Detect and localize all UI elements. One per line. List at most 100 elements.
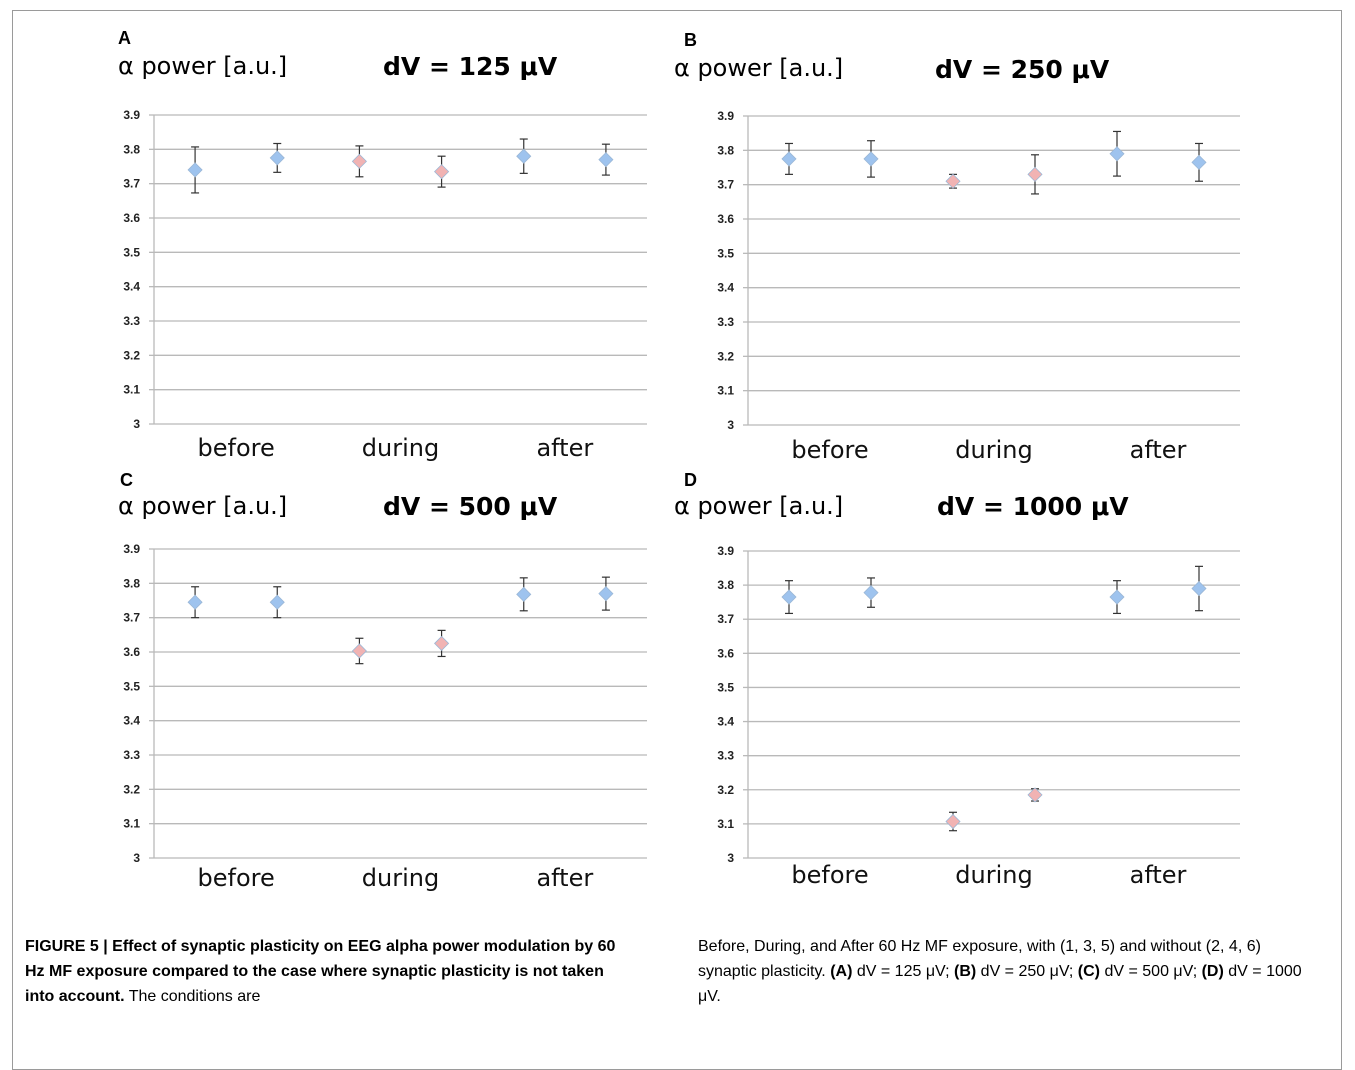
category-label: before: [198, 434, 275, 462]
category-label: during: [362, 864, 439, 892]
data-point: [516, 138, 532, 174]
data-point: [1191, 565, 1207, 612]
diamond-marker: [351, 643, 367, 659]
diamond-marker: [1109, 589, 1125, 605]
data-point: [1027, 154, 1043, 195]
y-tick-label: 3.8: [717, 578, 734, 592]
y-tick-label: 3.4: [717, 281, 734, 295]
data-point: [863, 577, 879, 608]
diamond-marker: [945, 173, 961, 189]
y-tick-label: 3.6: [717, 646, 734, 660]
y-tick-label: 3.9: [123, 542, 140, 556]
panel-title: dV = 500 μV: [383, 492, 558, 521]
y-tick-label: 3.6: [717, 212, 734, 226]
data-point: [863, 140, 879, 178]
diamond-marker: [434, 164, 450, 180]
y-tick-label: 3.2: [123, 782, 140, 796]
diamond-marker: [187, 162, 203, 178]
caption-text: The conditions are: [124, 988, 261, 1005]
panel-title: dV = 125 μV: [383, 52, 558, 81]
diamond-marker: [863, 585, 879, 601]
chart-plot: 3.9 3.8 3.7 3.6 3.5 3.4 3.3 3.2 3.1 3 before during…: [717, 544, 1240, 889]
data-point: [351, 145, 367, 178]
diamond-marker: [269, 594, 285, 610]
data-point: [1109, 130, 1125, 177]
diamond-marker: [598, 586, 614, 602]
caption-panel-label: (C): [1077, 963, 1101, 980]
data-point: [351, 637, 367, 665]
data-point: [434, 629, 450, 658]
caption-panel-label: (B): [954, 963, 977, 980]
data-point: [598, 143, 614, 176]
y-tick-label: 3: [133, 851, 140, 865]
y-tick-label: 3.8: [717, 143, 734, 157]
diamond-marker: [516, 586, 532, 602]
data-point: [1191, 142, 1207, 182]
category-label: before: [198, 864, 275, 892]
data-point: [781, 142, 797, 175]
y-tick-label: 3.7: [717, 178, 734, 192]
data-point: [1109, 580, 1125, 615]
diamond-marker: [187, 594, 203, 610]
diamond-marker: [598, 152, 614, 168]
y-tick-label: 3.4: [123, 714, 140, 728]
y-tick-label: 3.5: [717, 246, 734, 260]
panel-letter: C: [120, 470, 133, 490]
caption-text: dV = 250 μV;: [976, 963, 1078, 980]
y-tick-label: 3.3: [717, 749, 734, 763]
diamond-marker: [351, 153, 367, 169]
category-label: during: [955, 436, 1032, 464]
y-tick-label: 3.2: [717, 783, 734, 797]
y-axis-label: α power [a.u.]: [118, 492, 288, 520]
diamond-marker: [269, 150, 285, 166]
y-axis-label: α power [a.u.]: [674, 54, 844, 82]
y-tick-label: 3.7: [123, 177, 140, 191]
diamond-marker: [1191, 580, 1207, 597]
diamond-marker: [516, 148, 532, 164]
y-tick-label: 3.3: [123, 748, 140, 762]
y-tick-label: 3.3: [123, 314, 140, 328]
diamond-marker: [863, 151, 879, 167]
y-tick-label: 3.9: [123, 108, 140, 122]
y-tick-label: 3.4: [123, 280, 140, 294]
panel-letter: A: [118, 28, 131, 48]
diamond-marker: [781, 151, 797, 167]
caption-panel-label: (A): [830, 963, 853, 980]
panel-c: C α power [a.u.] dV = 500 μV 3.9 3.8 3.7 3.…: [110, 468, 730, 908]
y-tick-label: 3: [727, 851, 734, 865]
data-point: [187, 146, 203, 194]
y-tick-label: 3.9: [717, 544, 734, 558]
diamond-marker: [945, 813, 961, 830]
caption-text: dV = 500 μV;: [1100, 963, 1202, 980]
category-label: after: [1130, 436, 1187, 464]
category-label: during: [362, 434, 439, 462]
category-label: before: [791, 861, 868, 889]
y-tick-label: 3.5: [123, 245, 140, 259]
y-tick-label: 3.5: [717, 680, 734, 694]
panel-letter: D: [684, 470, 697, 490]
diamond-marker: [781, 589, 797, 605]
data-point: [945, 811, 961, 832]
diamond-marker: [1109, 146, 1125, 162]
y-tick-label: 3.7: [123, 611, 140, 625]
data-point: [945, 173, 961, 189]
data-point: [187, 586, 203, 619]
chart-plot: 3.9 3.8 3.7 3.6 3.5 3.4 3.3 3.2 3.1 3 before during…: [717, 109, 1240, 464]
panel-d: D α power [a.u.] dV = 1000 μV 3.9 3.8 3.7 3…: [674, 468, 1294, 908]
y-tick-label: 3.8: [123, 142, 140, 156]
data-point: [434, 155, 450, 188]
y-tick-label: 3.5: [123, 679, 140, 693]
diamond-marker: [434, 635, 450, 651]
diamond-marker: [1027, 166, 1043, 182]
y-tick-label: 3.1: [717, 384, 734, 398]
panel-title: dV = 1000 μV: [937, 492, 1129, 521]
data-point: [781, 580, 797, 615]
y-tick-label: 3: [727, 418, 734, 432]
data-point: [269, 142, 285, 173]
category-label: after: [536, 864, 593, 892]
caption-text: Before, During, and After 60 Hz MF expos…: [698, 938, 1261, 980]
y-axis-label: α power [a.u.]: [118, 52, 288, 80]
y-tick-label: 3.1: [123, 817, 140, 831]
figure-caption-right: Before, During, and After 60 Hz MF expos…: [698, 934, 1313, 1009]
chart-plot: 3.9 3.8 3.7 3.6 3.5 3.4 3.3 3.2 3.1 3 before during…: [123, 108, 647, 462]
